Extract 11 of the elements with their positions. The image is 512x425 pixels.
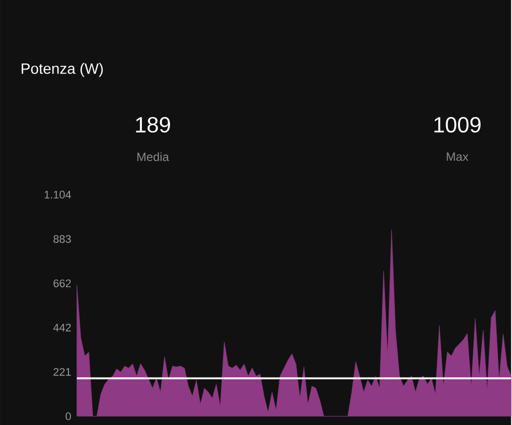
text: Max (446, 152, 468, 161)
text: Media (137, 152, 170, 161)
y-tick-label: 221 (54, 368, 71, 376)
text: 189 (136, 116, 170, 132)
y-tick-label: 883 (53, 235, 71, 243)
y-tick-label: 442 (53, 324, 71, 332)
y-tick-label: 662 (54, 279, 71, 288)
chart-title: Potenza (W) (22, 62, 103, 77)
text: 1009 (434, 116, 481, 132)
y-tick-label: 1.104 (44, 190, 72, 198)
y-tick-label: 0 (66, 412, 71, 420)
